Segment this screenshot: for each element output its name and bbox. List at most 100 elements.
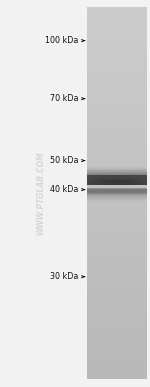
- Bar: [87, 22, 147, 24]
- Bar: [117, 175, 118, 185]
- Bar: [87, 177, 147, 179]
- Bar: [87, 217, 147, 218]
- Bar: [87, 61, 147, 62]
- Bar: [87, 317, 147, 319]
- Bar: [87, 271, 147, 273]
- Bar: [87, 297, 147, 299]
- Bar: [87, 142, 147, 144]
- Bar: [142, 175, 143, 185]
- Bar: [87, 56, 147, 57]
- Bar: [87, 42, 147, 44]
- Bar: [87, 100, 147, 102]
- Bar: [87, 155, 147, 156]
- Bar: [87, 90, 147, 92]
- Bar: [87, 334, 147, 336]
- Bar: [123, 175, 124, 185]
- Bar: [109, 175, 110, 185]
- Bar: [90, 175, 91, 185]
- Bar: [87, 103, 147, 104]
- Bar: [87, 164, 147, 166]
- Bar: [87, 255, 147, 257]
- Bar: [136, 175, 137, 185]
- Bar: [87, 363, 147, 365]
- Bar: [87, 171, 147, 173]
- Bar: [87, 372, 147, 373]
- Bar: [87, 368, 147, 369]
- Bar: [87, 202, 147, 204]
- Bar: [87, 50, 147, 51]
- Bar: [87, 262, 147, 264]
- Bar: [87, 352, 147, 353]
- Bar: [87, 69, 147, 71]
- Bar: [87, 26, 147, 27]
- Bar: [87, 195, 147, 198]
- Bar: [140, 175, 141, 185]
- Bar: [87, 154, 147, 155]
- Bar: [87, 290, 147, 291]
- Bar: [87, 9, 147, 10]
- Bar: [87, 353, 147, 354]
- Bar: [87, 126, 147, 128]
- Bar: [87, 183, 147, 185]
- Bar: [133, 175, 134, 185]
- Bar: [87, 214, 147, 216]
- Bar: [87, 83, 147, 84]
- Bar: [87, 189, 147, 191]
- Bar: [87, 57, 147, 58]
- Bar: [99, 175, 100, 185]
- Bar: [87, 118, 147, 119]
- Bar: [110, 175, 111, 185]
- Bar: [139, 175, 140, 185]
- Bar: [91, 175, 92, 185]
- Bar: [87, 208, 147, 210]
- Bar: [87, 10, 147, 12]
- Bar: [87, 73, 147, 75]
- Bar: [87, 55, 147, 56]
- Bar: [87, 173, 147, 176]
- Bar: [87, 28, 147, 30]
- Bar: [87, 38, 147, 40]
- Bar: [87, 200, 147, 202]
- Bar: [87, 166, 147, 168]
- Bar: [88, 175, 89, 185]
- Bar: [87, 166, 147, 169]
- Bar: [87, 175, 88, 185]
- Bar: [87, 132, 147, 134]
- Bar: [87, 145, 147, 146]
- Bar: [102, 175, 103, 185]
- Bar: [87, 361, 147, 363]
- Bar: [87, 175, 147, 176]
- Bar: [87, 240, 147, 242]
- Bar: [87, 74, 147, 76]
- Bar: [87, 147, 147, 149]
- Bar: [87, 270, 147, 272]
- Bar: [116, 175, 117, 185]
- Bar: [87, 378, 147, 379]
- Bar: [129, 175, 130, 185]
- Bar: [87, 27, 147, 29]
- Bar: [87, 150, 147, 151]
- Bar: [101, 175, 102, 185]
- Bar: [87, 329, 147, 331]
- Text: 30 kDa: 30 kDa: [50, 272, 78, 281]
- Bar: [87, 358, 147, 360]
- Bar: [87, 94, 147, 96]
- Bar: [87, 191, 147, 194]
- Bar: [87, 96, 147, 98]
- Bar: [87, 186, 147, 187]
- Bar: [118, 175, 119, 185]
- Bar: [87, 170, 147, 173]
- Bar: [104, 175, 105, 185]
- Bar: [87, 180, 147, 181]
- Bar: [87, 370, 147, 372]
- Bar: [87, 37, 147, 39]
- Bar: [87, 43, 147, 45]
- Bar: [106, 175, 107, 185]
- Bar: [87, 286, 147, 288]
- Bar: [113, 175, 114, 185]
- Bar: [87, 302, 147, 304]
- Bar: [87, 32, 147, 34]
- Bar: [87, 104, 147, 106]
- Bar: [87, 267, 147, 269]
- Bar: [87, 207, 147, 208]
